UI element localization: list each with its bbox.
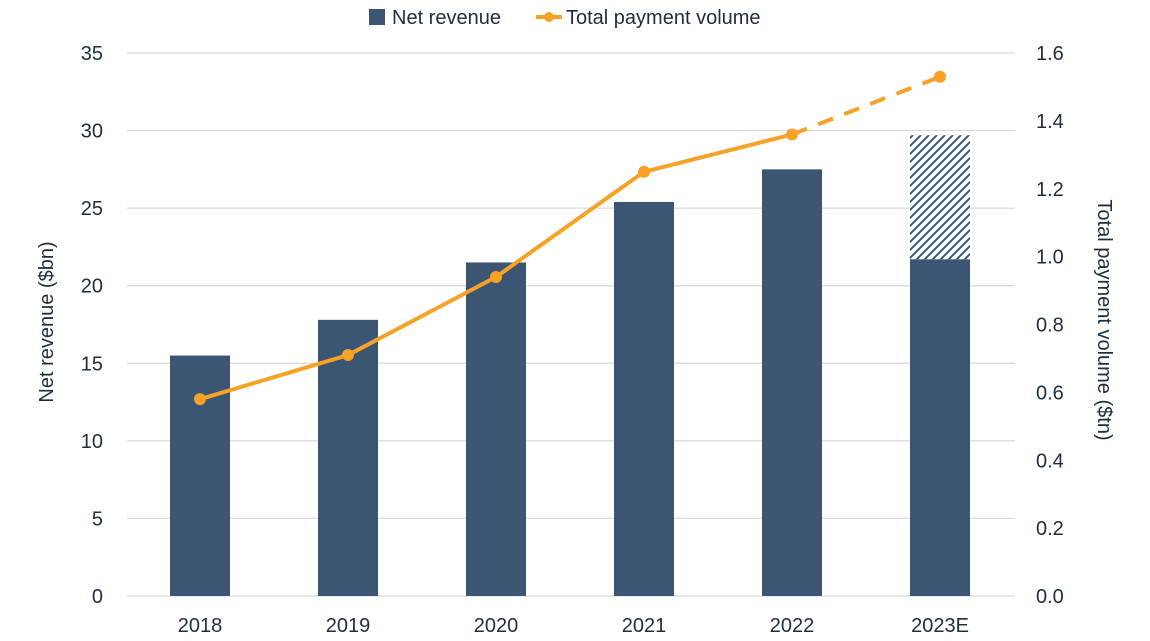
y-tick-label: 30 <box>81 121 103 143</box>
y-tick-label: 20 <box>81 276 103 298</box>
y-axis-ticks: 0 5 10 15 20 25 30 35 <box>81 43 103 608</box>
y-tick-label: 25 <box>81 198 103 220</box>
x-tick-label: 2018 <box>178 615 223 637</box>
y2-tick-label: 1.6 <box>1036 43 1064 65</box>
line-segment-projected <box>791 74 941 137</box>
gridlines <box>127 52 1015 597</box>
line-point <box>638 165 650 178</box>
y-tick-label: 10 <box>81 431 103 453</box>
y-axis-title: Net revenue ($bn) <box>36 241 58 402</box>
x-tick-label: 2020 <box>474 615 519 637</box>
y-tick-label: 35 <box>81 43 103 65</box>
x-tick-label: 2021 <box>622 615 667 637</box>
y2-tick-label: 1.4 <box>1036 111 1064 133</box>
x-tick-label: 2023E <box>911 615 969 637</box>
y-tick-label: 15 <box>81 353 103 375</box>
y2-axis-ticks: 0.0 0.2 0.4 0.6 0.8 1.0 1.2 1.4 1.6 <box>1036 43 1064 608</box>
bar <box>318 319 378 596</box>
bar-series <box>170 135 970 597</box>
line-series <box>194 70 946 406</box>
line-point <box>342 349 354 362</box>
y2-tick-label: 1.2 <box>1036 179 1064 201</box>
line-segment <box>198 353 350 402</box>
y-tick-label: 0 <box>92 586 103 608</box>
legend-tpv-label: Total payment volume <box>566 7 761 29</box>
bar <box>614 201 674 597</box>
y2-tick-label: 0.2 <box>1036 518 1064 540</box>
y2-tick-label: 0.6 <box>1036 382 1064 404</box>
bar-projected <box>910 135 970 260</box>
line-segment <box>346 274 498 358</box>
line-point <box>194 393 206 406</box>
y-tick-label: 5 <box>92 508 103 530</box>
line-point <box>934 70 946 83</box>
line-point <box>490 270 502 283</box>
y2-axis-title: Total payment volume ($tn) <box>1093 199 1115 440</box>
y2-tick-label: 0.4 <box>1036 450 1064 472</box>
line-point <box>786 128 798 141</box>
legend-net-revenue-label: Net revenue <box>392 7 501 29</box>
legend-net-revenue-swatch <box>369 9 385 25</box>
bar <box>466 262 526 596</box>
bar <box>910 259 970 596</box>
x-tick-label: 2022 <box>770 615 815 637</box>
legend: Net revenue Total payment volume <box>369 7 761 29</box>
bar <box>762 169 822 596</box>
x-tick-label: 2019 <box>326 615 371 637</box>
line-segment <box>494 169 646 279</box>
y2-tick-label: 0.0 <box>1036 586 1064 608</box>
legend-tpv-marker <box>544 12 554 22</box>
y2-tick-label: 1.0 <box>1036 247 1064 269</box>
y2-tick-label: 0.8 <box>1036 315 1064 337</box>
x-axis-ticks: 2018 2019 2020 2021 2022 2023E <box>178 615 969 637</box>
line-segment <box>642 132 794 174</box>
